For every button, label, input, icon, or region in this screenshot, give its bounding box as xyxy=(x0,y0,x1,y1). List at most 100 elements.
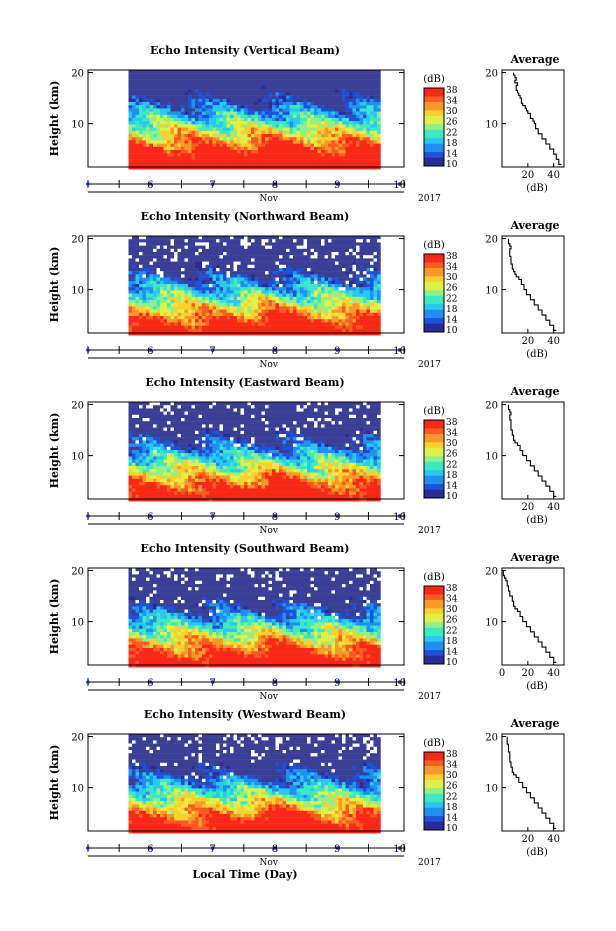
heatmap-cell xyxy=(205,312,210,317)
heatmap-cell xyxy=(181,82,185,87)
heatmap-cell xyxy=(205,105,210,109)
heatmap-cell xyxy=(198,236,203,240)
heatmap-cell xyxy=(366,146,371,151)
heatmap-cell xyxy=(237,287,241,291)
heatmap-cell xyxy=(300,319,304,323)
heatmap-cell xyxy=(149,277,154,281)
heatmap-cell xyxy=(139,306,143,310)
heatmap-cell xyxy=(216,261,220,265)
heatmap-cell xyxy=(132,303,136,307)
heatmap-cell xyxy=(268,245,273,249)
heatmap-cell xyxy=(244,79,248,83)
heatmap-cell xyxy=(296,118,301,122)
heatmap-cell xyxy=(293,137,297,141)
heatmap-cell xyxy=(195,280,199,285)
heatmap-cell xyxy=(202,79,206,83)
heatmap-cell xyxy=(195,118,199,122)
heatmap-cell xyxy=(349,98,353,103)
heatmap-cell xyxy=(237,239,241,243)
heatmap-cell xyxy=(286,118,290,122)
heatmap-cell xyxy=(352,296,357,301)
heatmap-cell xyxy=(202,239,206,243)
heatmap-cell xyxy=(209,79,213,83)
heatmap-cell xyxy=(177,105,182,109)
heatmap-cell xyxy=(321,268,325,272)
heatmap-cell xyxy=(349,300,353,304)
heatmap-cell xyxy=(321,134,325,138)
heatmap-cell xyxy=(202,236,206,240)
heatmap-cell xyxy=(261,264,266,269)
heatmap-cell xyxy=(349,252,353,256)
month-label: Nov xyxy=(260,194,279,204)
heatmap-cell xyxy=(258,118,262,122)
heatmap-cell xyxy=(226,316,231,320)
heatmap-cell xyxy=(226,70,231,74)
heatmap-cell xyxy=(195,124,199,128)
heatmap-cell xyxy=(247,248,252,253)
heatmap-cell xyxy=(321,258,325,262)
heatmap-cell xyxy=(209,248,213,253)
heatmap-cell xyxy=(293,150,297,154)
heatmap-cell xyxy=(195,79,199,83)
heatmap-cell xyxy=(128,248,133,253)
heatmap-cell xyxy=(342,252,346,256)
heatmap-cell xyxy=(251,153,255,157)
heatmap-cell xyxy=(184,316,189,320)
heatmap-cell xyxy=(307,70,311,74)
heatmap-cell xyxy=(188,143,192,147)
heatmap-cell xyxy=(272,137,276,141)
x-tick-label: 7 xyxy=(209,346,215,357)
heatmap-cell xyxy=(142,137,147,141)
heatmap-cell xyxy=(128,280,133,285)
heatmap-cell xyxy=(219,140,224,144)
heatmap-cell xyxy=(324,121,329,125)
heatmap-cell xyxy=(324,86,329,90)
heatmap-cell xyxy=(279,296,283,301)
heatmap-cell xyxy=(135,70,140,74)
heatmap-cell xyxy=(188,111,192,115)
heatmap-cell xyxy=(335,140,339,144)
heatmap-cell xyxy=(286,108,290,112)
heatmap-cell xyxy=(212,312,217,317)
heatmap-cell xyxy=(352,143,357,147)
heatmap-cell xyxy=(363,248,367,253)
heatmap-cell xyxy=(286,408,290,412)
heatmap-cell xyxy=(237,414,241,419)
heatmap-cell xyxy=(370,153,374,157)
heatmap-cell xyxy=(139,252,143,256)
heatmap-cell xyxy=(310,159,315,163)
heatmap-cell xyxy=(170,102,175,106)
heatmap-cell xyxy=(198,105,203,109)
heatmap-cell xyxy=(342,159,346,163)
heatmap-cell xyxy=(244,325,248,329)
heatmap-cell xyxy=(303,411,308,415)
heatmap-cell xyxy=(261,332,266,336)
heatmap-cell xyxy=(258,236,262,240)
heatmap-cell xyxy=(359,140,364,144)
heatmap-cell xyxy=(219,303,224,307)
heatmap-cell xyxy=(142,82,147,87)
heatmap-cell xyxy=(324,290,329,294)
heatmap-cell xyxy=(300,70,304,74)
heatmap-cell xyxy=(377,95,381,99)
heatmap-cell xyxy=(345,114,350,119)
heatmap-cell xyxy=(359,284,364,288)
heatmap-cell xyxy=(317,258,322,262)
heatmap-cell xyxy=(314,82,318,87)
heatmap-cell xyxy=(363,290,367,294)
heatmap-cell xyxy=(342,166,346,170)
heatmap-cell xyxy=(195,105,199,109)
heatmap-cell xyxy=(170,137,175,141)
heatmap-cell xyxy=(142,332,147,336)
heatmap-cell xyxy=(293,76,297,80)
heatmap-cell xyxy=(156,287,161,291)
heatmap-cell xyxy=(303,312,308,317)
heatmap-cell xyxy=(335,255,339,259)
heatmap-cell xyxy=(317,411,322,415)
heatmap-cell xyxy=(209,130,213,135)
heatmap-cell xyxy=(303,150,308,154)
heatmap-cell xyxy=(293,118,297,122)
heatmap-cell xyxy=(191,287,196,291)
heatmap-cell xyxy=(132,143,136,147)
heatmap-cell xyxy=(216,114,220,119)
